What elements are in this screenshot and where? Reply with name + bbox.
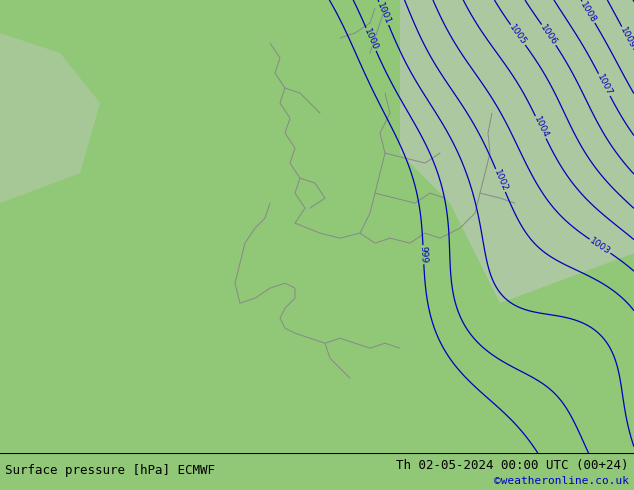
Text: 1007: 1007: [595, 73, 614, 97]
Text: 1008: 1008: [579, 0, 598, 24]
Text: 1003: 1003: [588, 236, 612, 256]
Text: Surface pressure [hPa] ECMWF: Surface pressure [hPa] ECMWF: [5, 464, 215, 477]
Polygon shape: [400, 0, 634, 303]
Text: 1000: 1000: [363, 27, 380, 52]
Text: Th 02-05-2024 00:00 UTC (00+24): Th 02-05-2024 00:00 UTC (00+24): [396, 459, 629, 472]
Text: 1005: 1005: [508, 23, 528, 47]
Text: 1004: 1004: [532, 115, 550, 140]
Text: 999: 999: [418, 246, 428, 264]
Text: 1006: 1006: [538, 23, 559, 47]
Text: 1001: 1001: [375, 1, 392, 26]
Polygon shape: [0, 33, 100, 203]
Text: 1002: 1002: [492, 168, 509, 193]
Text: 1009: 1009: [618, 25, 634, 50]
Text: ©weatheronline.co.uk: ©weatheronline.co.uk: [494, 476, 629, 486]
